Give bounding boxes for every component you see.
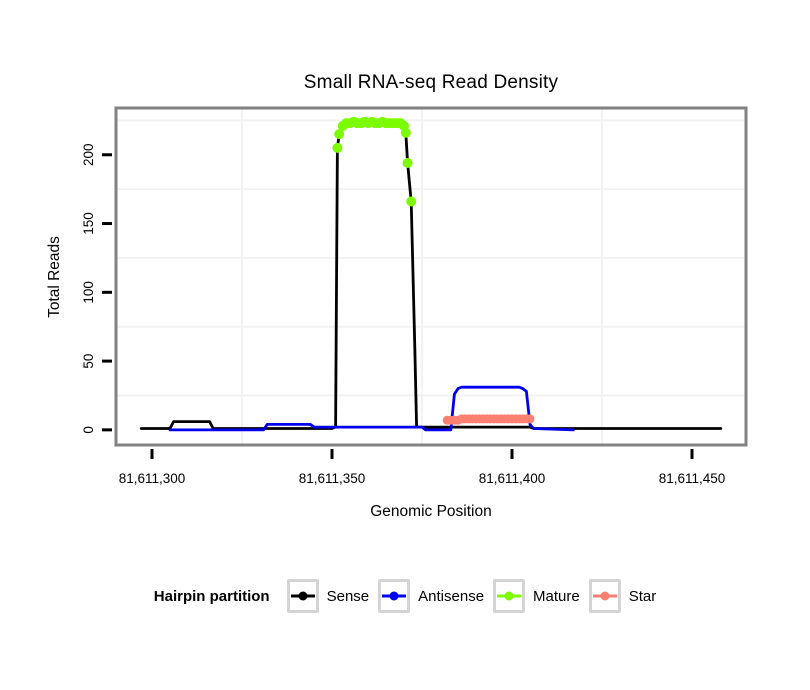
y-axis-tick-label: 150 (81, 212, 96, 235)
series-point-mature (406, 196, 417, 207)
legend-key-icon (286, 579, 319, 613)
y-axis-tick-label: 50 (81, 354, 96, 369)
series-point-mature (334, 129, 345, 140)
series-point-mature (402, 158, 413, 168)
x-axis-tick-label: 81,611,300 (119, 471, 186, 486)
plot-border (114, 106, 748, 447)
series-point-mature (332, 142, 343, 153)
legend-key-dot (389, 591, 399, 601)
legend-key-icon (588, 579, 621, 613)
y-axis-tick-label: 0 (81, 426, 96, 434)
legend-key-icon (378, 579, 411, 613)
legend: Hairpin partition Sense Antisense Mature St… (0, 579, 810, 613)
series-point-mature (400, 127, 411, 138)
legend-item-label: Sense (326, 587, 370, 605)
series-line-antisense (168, 385, 575, 432)
y-axis-tick-label: 100 (81, 281, 96, 304)
y-axis-tick-label: 200 (81, 144, 96, 167)
legend-item-sense: Sense (286, 579, 370, 613)
series-line-sense (139, 121, 723, 430)
legend-key-dot (298, 591, 308, 601)
legend-item-star: Star (588, 579, 657, 613)
legend-item-label: Antisense (418, 587, 485, 605)
x-axis-title: Genomic Position (370, 503, 492, 520)
legend-key-dot (504, 591, 514, 601)
legend-item-antisense: Antisense (378, 579, 484, 613)
legend-item-label: Star (628, 587, 657, 605)
x-axis-tick-label: 81,611,350 (299, 471, 366, 486)
x-axis-tick-label: 81,611,450 (659, 471, 726, 486)
legend-title: Hairpin partition (153, 587, 270, 605)
plot-area: 81,611,300 81,611,350 81,611,400 81,611,450… (81, 106, 748, 486)
x-axis-tick-label: 81,611,400 (479, 471, 546, 486)
legend-key-icon (493, 579, 526, 613)
legend-item-mature: Mature (493, 579, 580, 613)
legend-item-label: Mature (533, 587, 580, 605)
y-axis-title: Total Reads (46, 236, 63, 318)
series-point-star (525, 414, 535, 424)
legend-key-dot (600, 591, 610, 601)
chart-title: Small RNA-seq Read Density (303, 72, 559, 93)
